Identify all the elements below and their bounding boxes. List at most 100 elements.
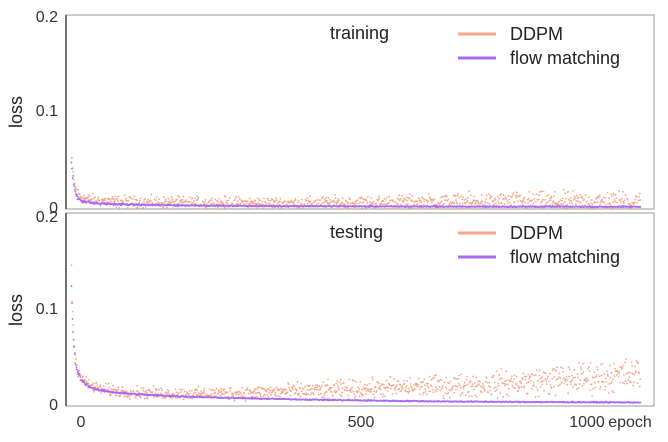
training-ddpm-point xyxy=(562,203,565,205)
testing-ddpm-point xyxy=(306,384,309,387)
testing-ddpm-point xyxy=(494,390,497,393)
testing-ddpm-point xyxy=(219,388,222,390)
testing-ddpm-point xyxy=(364,393,367,395)
testing-ddpm-point xyxy=(614,367,617,370)
testing-ddpm-point xyxy=(619,381,622,384)
testing-ddpm-point xyxy=(319,387,322,390)
testing-ddpm-point xyxy=(493,387,496,390)
training-ddpm-point xyxy=(109,198,112,201)
testing-ddpm-point xyxy=(332,394,334,397)
testing-ddpm-point xyxy=(316,384,318,386)
training-ddpm-point xyxy=(598,194,601,197)
training-ddpm-point xyxy=(226,202,229,205)
testing-ddpm-point xyxy=(521,378,524,381)
training-ddpm-point xyxy=(150,193,153,196)
training-ddpm-point xyxy=(306,197,309,199)
training-ddpm-point xyxy=(236,200,239,203)
training-ddpm-point xyxy=(626,197,629,200)
training-ddpm-point xyxy=(375,202,378,205)
testing-ddpm-point xyxy=(466,375,468,378)
training-ddpm-point xyxy=(445,195,448,198)
training-ddpm-point xyxy=(612,192,615,195)
training-ddpm-point xyxy=(514,207,516,210)
training-ddpm-point xyxy=(127,200,130,202)
testing-ddpm-point xyxy=(350,391,352,393)
testing-ddpm-point xyxy=(500,367,503,370)
testing-ddpm-point xyxy=(532,381,535,384)
testing-ddpm-point xyxy=(315,386,317,389)
testing-ddpm-point xyxy=(240,392,242,395)
testing-ddpm-point xyxy=(472,385,474,388)
testing-ddpm-point xyxy=(582,371,585,374)
training-ddpm-point xyxy=(580,195,583,198)
testing-ddpm-point xyxy=(389,376,392,378)
training-ddpm-point xyxy=(272,203,275,206)
testing-ddpm-point xyxy=(319,392,322,395)
testing-ddpm-point xyxy=(632,380,635,383)
training-ddpm-point xyxy=(507,195,510,197)
training-ddpm-point xyxy=(435,207,438,210)
training-ddpm-point xyxy=(639,199,642,201)
training-ddpm-point xyxy=(499,194,502,197)
training-ddpm-point xyxy=(150,201,153,204)
training-ddpm-point xyxy=(112,197,115,200)
testing-ddpm-point xyxy=(360,393,363,396)
training-ddpm-point xyxy=(316,198,319,201)
testing-ddpm-point xyxy=(565,378,567,381)
testing-ddpm-point xyxy=(254,392,257,394)
testing-ddpm-point xyxy=(460,387,462,389)
testing-ddpm-point xyxy=(181,388,184,391)
testing-ddpm-point xyxy=(286,391,289,394)
training-ddpm-point xyxy=(337,198,340,200)
testing-ddpm-point xyxy=(282,390,285,393)
testing-ddpm-point xyxy=(358,388,361,390)
training-ddpm-point xyxy=(614,200,617,203)
testing-ddpm-point xyxy=(511,380,514,383)
testing-ddpm-point xyxy=(429,390,432,393)
testing-ddpm-point xyxy=(454,385,457,388)
training-ddpm-point xyxy=(235,196,238,199)
training-flow-matching-point xyxy=(76,194,78,196)
testing-ddpm-point xyxy=(462,387,465,390)
training-ddpm-point xyxy=(588,196,590,199)
training-ddpm-point xyxy=(103,199,106,202)
training-ddpm-point xyxy=(193,200,195,202)
testing-ddpm-point xyxy=(537,379,539,382)
training-ddpm-point xyxy=(537,198,540,201)
training-ddpm-point xyxy=(457,192,460,195)
training-ddpm-point xyxy=(396,197,399,200)
testing-ddpm-point xyxy=(627,379,630,381)
testing-ddpm-point xyxy=(441,386,444,389)
testing-ddpm-point xyxy=(160,387,163,390)
training-ddpm-point xyxy=(446,199,449,202)
testing-ddpm-point xyxy=(577,376,579,379)
training-ddpm-point xyxy=(245,202,248,205)
testing-flow-matching-point xyxy=(639,401,642,404)
xtick-1000: 1000 xyxy=(569,414,605,431)
training-ddpm-point xyxy=(539,201,542,204)
training-ddpm-point xyxy=(179,201,182,204)
testing-flow-matching-point xyxy=(74,362,77,365)
training-ddpm-point xyxy=(252,200,254,203)
testing-ddpm-point xyxy=(629,372,632,375)
training-ddpm-point xyxy=(422,197,425,200)
testing-ddpm-point xyxy=(454,377,456,380)
testing-ddpm-point xyxy=(340,395,343,397)
testing-ddpm-point xyxy=(164,397,166,400)
testing-ddpm-point xyxy=(254,388,257,390)
training-ddpm-point xyxy=(400,203,403,206)
testing-ddpm-point xyxy=(479,380,481,383)
testing-ddpm-point xyxy=(203,387,206,390)
training-ddpm-point xyxy=(115,206,118,208)
testing-ddpm-point xyxy=(637,362,640,364)
testing-ddpm-point xyxy=(177,393,180,396)
testing-ddpm-point xyxy=(597,380,600,383)
testing-ddpm-point xyxy=(473,382,476,385)
testing-ddpm-point xyxy=(399,383,402,386)
training-ddpm-point xyxy=(609,204,612,207)
testing-ddpm-point xyxy=(635,370,637,373)
training-ddpm-point xyxy=(557,200,560,203)
training-ddpm-point xyxy=(411,195,414,197)
training-points xyxy=(70,156,642,210)
training-ddpm-point xyxy=(479,202,482,205)
